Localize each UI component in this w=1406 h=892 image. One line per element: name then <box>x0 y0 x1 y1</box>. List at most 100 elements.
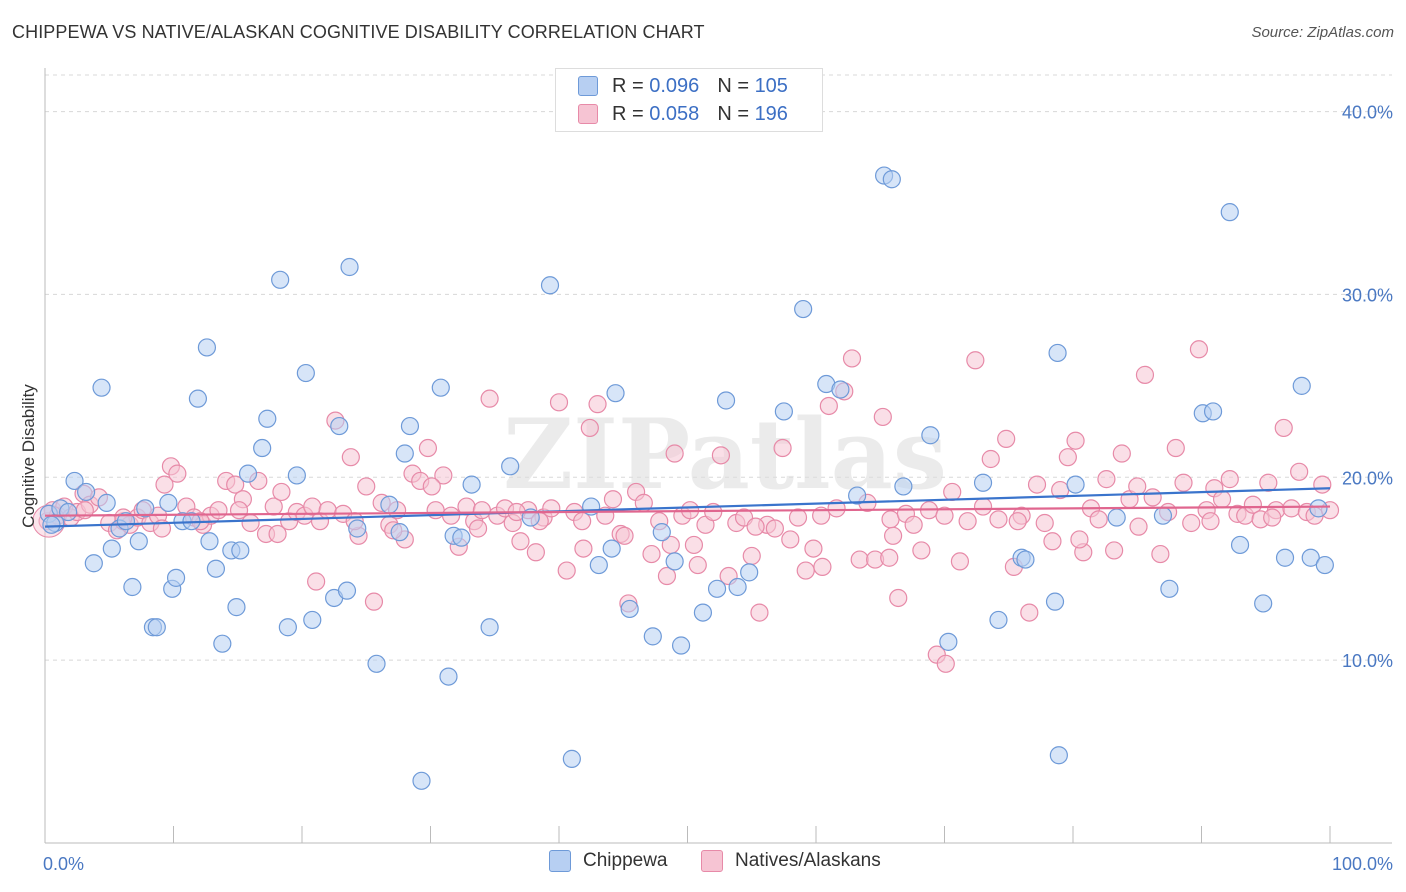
natives-alaskans-point <box>526 543 545 562</box>
chippewa-point <box>380 495 399 514</box>
legend-r-label: R = <box>612 74 644 97</box>
natives-alaskans-point <box>812 506 831 525</box>
legend-row-chippewa: R = 0.096 N = 105 <box>578 73 788 99</box>
natives-alaskans-point <box>557 561 576 580</box>
natives-alaskans-point <box>1066 431 1085 450</box>
chippewa-point <box>348 519 367 538</box>
chippewa-point <box>439 667 458 686</box>
natives-alaskans-point <box>268 524 287 544</box>
y-tick-label: 30.0% <box>1342 285 1393 305</box>
natives-alaskans-point <box>773 438 792 458</box>
legend-row-natives: R = 0.058 N = 196 <box>578 101 788 127</box>
chippewa-point <box>831 380 850 399</box>
chippewa-point <box>1153 506 1173 525</box>
chippewa-point <box>1016 550 1035 569</box>
natives-alaskans-point <box>1143 488 1162 507</box>
chippewa-point <box>42 515 61 534</box>
natives-alaskans-point <box>155 475 174 494</box>
grid-layer <box>45 74 1392 661</box>
natives-alaskans-point <box>422 477 441 496</box>
natives-alaskans-point <box>880 548 899 567</box>
chippewa-point <box>367 654 386 673</box>
bottom-legend-natives: Natives/Alaskans <box>701 850 881 872</box>
y-tick-label: 20.0% <box>1342 468 1393 488</box>
natives-alaskans-point <box>480 389 499 408</box>
legend-n-value: 105 <box>754 74 788 97</box>
legend-r-label: R = <box>612 102 644 125</box>
chippewa-point <box>147 618 166 637</box>
natives-alaskans-point <box>168 464 187 483</box>
natives-alaskans-point <box>781 530 800 549</box>
natives-alaskans-point <box>364 592 384 611</box>
natives-alaskans-point <box>813 557 832 576</box>
natives-alaskans-point <box>1220 470 1239 489</box>
natives-alaskans-point <box>881 510 900 529</box>
chippewa-point <box>200 532 219 551</box>
natives-alaskans-point <box>788 508 808 527</box>
natives-alaskans-point <box>573 512 592 531</box>
chippewa-point <box>123 577 142 597</box>
chippewa-point <box>589 555 608 575</box>
natives-alaskans-point <box>472 501 491 520</box>
chippewa-point <box>1254 594 1273 613</box>
chippewa-point <box>606 384 625 403</box>
chippewa-point <box>973 473 993 492</box>
chippewa-point <box>1049 746 1068 765</box>
chippewa-point <box>848 486 867 505</box>
y-tick-label: 40.0% <box>1342 103 1393 123</box>
natives-alaskans-point <box>746 517 765 536</box>
natives-alaskans-point <box>1189 340 1209 359</box>
chippewa-point <box>1301 548 1320 567</box>
bottom-swatch-blue <box>549 850 571 872</box>
chippewa-point <box>330 416 349 436</box>
natives-alaskans-point <box>1212 490 1232 509</box>
chippewa-point <box>939 632 958 651</box>
chippewa-point <box>1230 535 1250 555</box>
legend-n-label: N = <box>717 102 749 125</box>
natives-alaskans-point <box>742 546 761 566</box>
chippewa-point <box>665 552 684 571</box>
natives-alaskans-point <box>1174 473 1193 492</box>
chippewa-point <box>707 579 727 598</box>
chippewa-point <box>412 771 431 790</box>
chart-source: Source: ZipAtlas.com <box>1251 24 1394 41</box>
natives-alaskans-point <box>1008 512 1027 531</box>
natives-alaskans-point <box>684 535 704 555</box>
chippewa-point <box>989 610 1008 630</box>
natives-alaskans-point <box>889 588 908 608</box>
y-tick-label: 10.0% <box>1342 651 1393 671</box>
chippewa-point <box>431 378 450 397</box>
natives-alaskans-point <box>819 396 838 416</box>
natives-alaskans-point <box>1105 541 1124 560</box>
natives-alaskans-point <box>229 501 249 520</box>
chippewa-point <box>716 391 736 410</box>
natives-alaskans-point <box>1201 512 1220 531</box>
chippewa-point <box>1292 376 1311 395</box>
natives-alaskans-point <box>1129 517 1148 536</box>
natives-alaskans-point <box>1182 513 1201 533</box>
natives-alaskans-point <box>1263 508 1282 527</box>
chippewa-point <box>102 539 121 558</box>
chippewa-point <box>77 482 96 502</box>
chippewa-point <box>390 523 409 542</box>
legend-r-value: 0.058 <box>649 102 700 125</box>
natives-alaskans-point <box>1282 499 1301 518</box>
natives-alaskans-point <box>842 349 862 368</box>
natives-alaskans-point <box>1151 544 1170 564</box>
bottom-legend-chippewa: Chippewa <box>549 850 668 872</box>
natives-alaskans-point <box>511 532 530 551</box>
natives-alaskans-point <box>209 501 228 520</box>
chippewa-point <box>693 603 713 622</box>
natives-alaskans-point <box>981 449 1000 469</box>
chippewa-point <box>1309 499 1328 518</box>
natives-alaskans-point <box>1097 470 1116 489</box>
chippewa-point <box>480 618 499 637</box>
y-axis-label: Cognitive Disability <box>19 384 38 528</box>
natives-alaskans-point <box>1274 418 1293 438</box>
chippewa-point <box>213 634 232 653</box>
natives-alaskans-point <box>1058 448 1077 467</box>
natives-alaskans-point <box>950 552 970 571</box>
natives-alaskans-point <box>966 351 985 370</box>
x-tick-label: 100.0% <box>1332 854 1393 874</box>
